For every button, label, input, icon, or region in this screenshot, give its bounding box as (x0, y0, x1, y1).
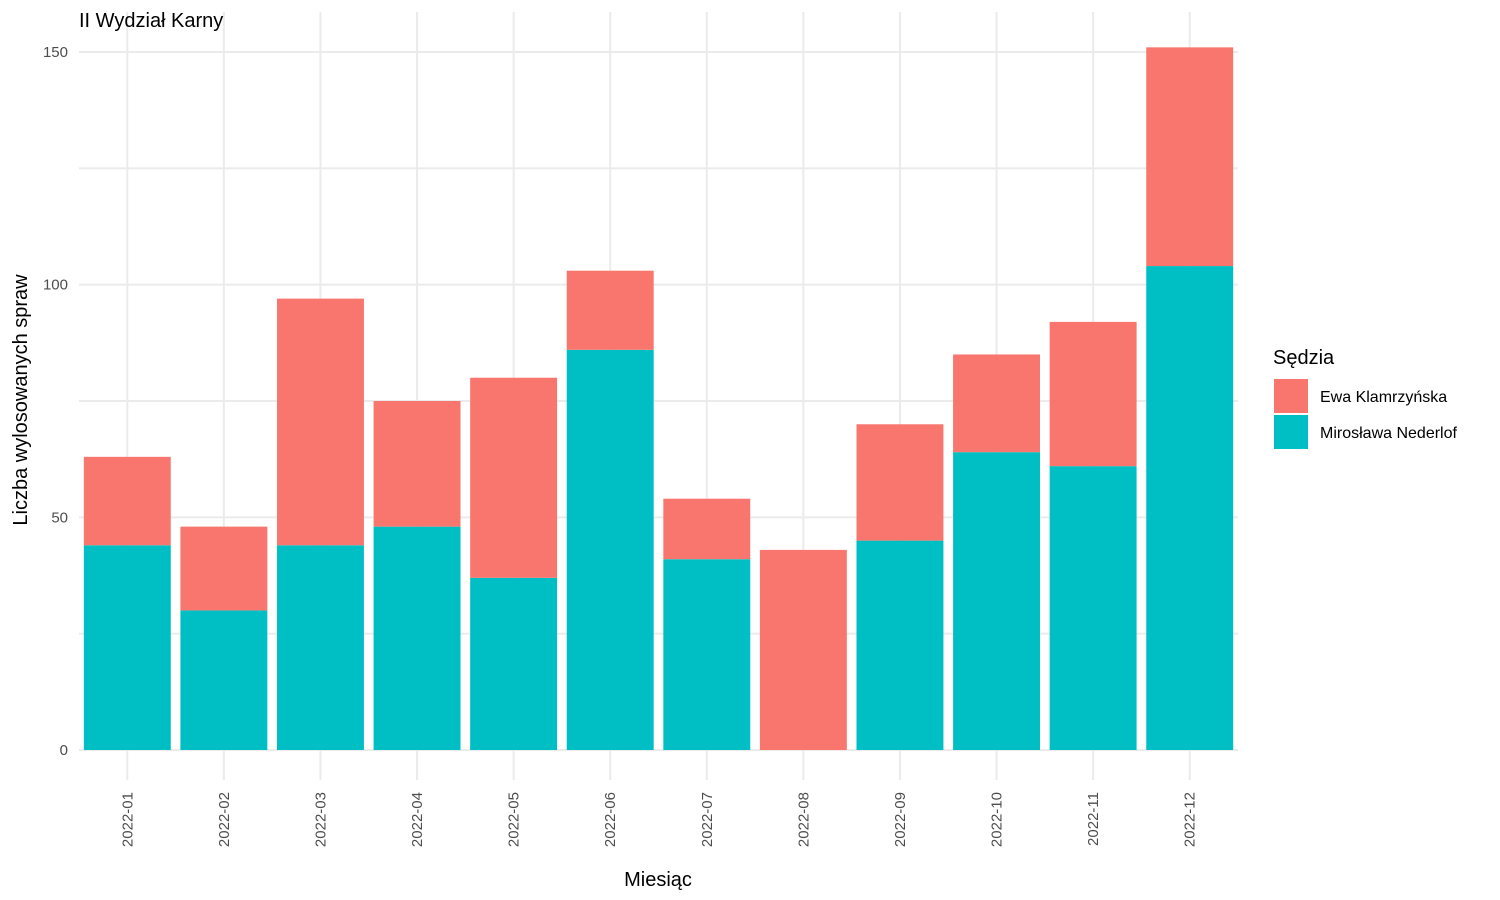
bar-segment (470, 577, 558, 750)
bar-segment (276, 545, 364, 750)
x-tick-label: 2022-01 (119, 792, 136, 847)
bar-segment (566, 349, 654, 750)
legend-label: Ewa Klamrzyńska (1320, 389, 1447, 406)
legend-key (1274, 415, 1308, 449)
x-tick-label: 2022-02 (216, 792, 233, 847)
bar-segment (953, 354, 1041, 453)
x-axis-title: Miesiąc (624, 869, 692, 891)
x-tick-label: 2022-08 (795, 792, 812, 847)
x-tick-label: 2022-09 (892, 792, 909, 847)
bar-segment (373, 401, 461, 527)
bar-segment (663, 559, 751, 750)
x-tick-label: 2022-04 (409, 792, 426, 847)
legend-key (1274, 379, 1308, 413)
x-tick-label: 2022-10 (989, 792, 1006, 847)
x-tick-label: 2022-11 (1085, 792, 1102, 846)
x-tick-label: 2022-07 (699, 792, 716, 847)
bar-segment (1049, 321, 1137, 467)
legend-label: Mirosława Nederlof (1320, 425, 1457, 442)
bar-segment (470, 377, 558, 578)
x-tick-label: 2022-06 (602, 792, 619, 847)
bar-segment (180, 610, 268, 750)
legend-title: Sędzia (1273, 347, 1335, 369)
bar-segment (180, 526, 268, 611)
bar-segment (1049, 466, 1137, 750)
bar-segment (663, 498, 751, 560)
bar-segment (1146, 266, 1234, 750)
bar-segment (566, 270, 654, 350)
bar-segment (83, 456, 171, 546)
legend: Sędzia Ewa Klamrzyńska Mirosława Nederlof (1273, 347, 1457, 449)
x-tick-label: 2022-12 (1182, 792, 1199, 847)
y-tick-label: 100 (43, 277, 68, 294)
bar-segment (83, 545, 171, 750)
y-tick-label: 0 (60, 742, 68, 759)
bar-segment (953, 452, 1041, 750)
bars (83, 47, 1234, 750)
y-tick-label: 150 (43, 44, 68, 61)
y-axis-title: Liczba wylosowanych spraw (10, 274, 32, 526)
x-axis-ticks: 2022-01 2022-02 2022-03 2022-04 2022-05 2022-… (119, 792, 1198, 847)
bar-segment (373, 526, 461, 750)
x-tick-label: 2022-05 (506, 792, 523, 847)
bar-segment (856, 540, 944, 750)
y-tick-label: 50 (51, 509, 68, 526)
chart-title: II Wydział Karny (79, 10, 223, 32)
bar-segment (759, 549, 847, 750)
bar-segment (276, 298, 364, 546)
x-tick-label: 2022-03 (312, 792, 329, 847)
bar-segment (856, 424, 944, 541)
bar-segment (1146, 47, 1234, 267)
y-axis-ticks: 0 50 100 150 (43, 44, 68, 759)
